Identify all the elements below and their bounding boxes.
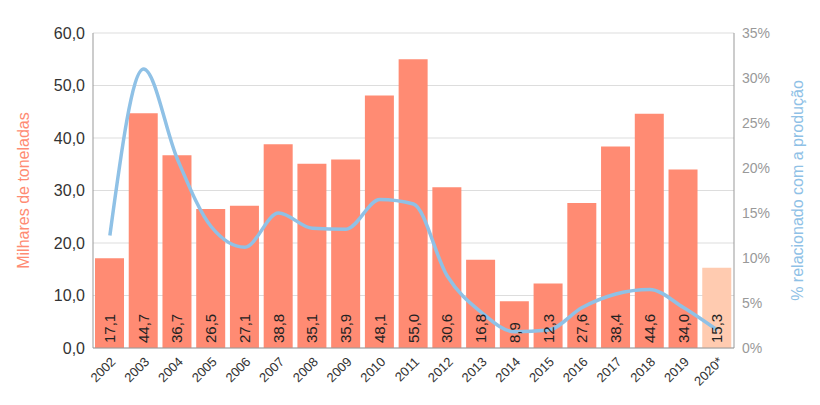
svg-text:% relacionado com a produção: % relacionado com a produção	[789, 80, 806, 301]
svg-text:34,0: 34,0	[675, 314, 692, 343]
svg-text:2015: 2015	[526, 354, 557, 385]
svg-text:48,1: 48,1	[371, 314, 388, 343]
svg-text:36,7: 36,7	[168, 314, 185, 343]
svg-text:2005: 2005	[189, 354, 220, 385]
svg-text:2012: 2012	[425, 354, 456, 385]
svg-text:15%: 15%	[742, 205, 770, 221]
svg-text:35,1: 35,1	[303, 314, 320, 343]
svg-text:2018: 2018	[627, 354, 658, 385]
svg-text:2019: 2019	[661, 354, 692, 385]
svg-text:17,1: 17,1	[101, 314, 118, 343]
svg-text:30%: 30%	[742, 70, 770, 86]
svg-text:38,8: 38,8	[270, 314, 287, 343]
svg-text:60,0: 60,0	[54, 25, 85, 42]
svg-text:Milhares de toneladas: Milhares de toneladas	[15, 112, 32, 269]
svg-text:2003: 2003	[121, 354, 152, 385]
svg-text:10%: 10%	[742, 250, 770, 266]
svg-text:27,6: 27,6	[573, 314, 590, 343]
svg-text:2008: 2008	[290, 354, 321, 385]
svg-text:30,6: 30,6	[438, 314, 455, 343]
svg-text:15,3: 15,3	[708, 314, 725, 343]
svg-text:25%: 25%	[742, 115, 770, 131]
svg-text:50,0: 50,0	[54, 77, 85, 94]
svg-text:44,7: 44,7	[135, 314, 152, 343]
svg-text:10,0: 10,0	[54, 287, 85, 304]
svg-text:2013: 2013	[459, 354, 490, 385]
svg-text:30,0: 30,0	[54, 182, 85, 199]
svg-text:35,9: 35,9	[337, 314, 354, 343]
svg-text:8,9: 8,9	[506, 322, 523, 343]
svg-text:16,8: 16,8	[472, 314, 489, 343]
svg-text:44,6: 44,6	[641, 314, 658, 343]
svg-text:5%: 5%	[742, 295, 762, 311]
svg-text:2006: 2006	[222, 354, 253, 385]
svg-text:2007: 2007	[256, 354, 287, 385]
svg-text:2017: 2017	[594, 354, 625, 385]
svg-text:55,0: 55,0	[405, 314, 422, 343]
svg-text:2004: 2004	[155, 354, 186, 385]
svg-text:2011: 2011	[392, 354, 422, 384]
svg-text:20%: 20%	[742, 160, 770, 176]
svg-text:12,3: 12,3	[540, 314, 557, 343]
svg-text:2014: 2014	[492, 354, 523, 385]
svg-text:35%: 35%	[742, 25, 770, 41]
svg-text:0%: 0%	[742, 340, 762, 356]
svg-text:2010: 2010	[357, 354, 388, 385]
svg-text:40,0: 40,0	[54, 130, 85, 147]
svg-text:2020*: 2020*	[691, 354, 726, 389]
svg-text:2016: 2016	[560, 354, 591, 385]
svg-text:2009: 2009	[324, 354, 355, 385]
svg-text:20,0: 20,0	[54, 235, 85, 252]
svg-text:38,4: 38,4	[607, 314, 624, 343]
svg-text:2002: 2002	[87, 354, 118, 385]
svg-text:27,1: 27,1	[236, 314, 253, 343]
svg-text:26,5: 26,5	[202, 314, 219, 343]
svg-text:0,0: 0,0	[63, 340, 85, 357]
